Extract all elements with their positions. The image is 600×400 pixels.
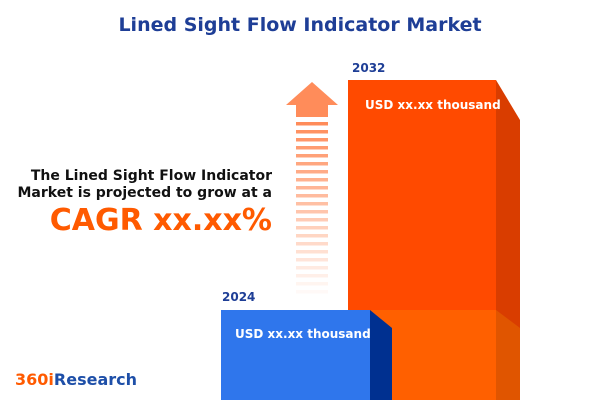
arrow-stripe xyxy=(296,234,328,238)
logo-part-research: Research xyxy=(53,370,137,389)
arrow-stripe xyxy=(296,138,328,142)
arrow-stripe xyxy=(296,290,328,294)
cagr-value: CAGR xx.xx% xyxy=(49,203,272,238)
arrow-stripe xyxy=(296,178,328,182)
value-label-2024: USD xx.xx thousand xyxy=(235,327,371,341)
arrow-stripe xyxy=(296,122,328,126)
arrow-stripe xyxy=(296,226,328,230)
arrow-stripe xyxy=(296,130,328,134)
logo: 360iResearch xyxy=(15,370,137,389)
arrow-stripe xyxy=(296,162,328,166)
category-label-2024: 2024 xyxy=(222,290,256,304)
logo-part-360i: 360i xyxy=(15,370,54,389)
bar-2024-side xyxy=(370,310,392,400)
arrow-up-icon xyxy=(286,82,338,294)
arrow-stripe xyxy=(296,250,328,254)
arrow-stripe xyxy=(296,274,328,278)
arrow-stripe xyxy=(296,242,328,246)
arrow-stripe xyxy=(296,194,328,198)
value-label-2032: USD xx.xx thousand xyxy=(365,98,501,112)
category-label-2032: 2032 xyxy=(352,61,386,75)
arrow-stripe xyxy=(296,218,328,222)
arrow-stripe xyxy=(296,258,328,262)
arrow-stripe xyxy=(296,154,328,158)
arrow-stripe xyxy=(296,282,328,286)
bar-2024 xyxy=(221,310,392,400)
cagr-description: The Lined Sight Flow Indicator Market is… xyxy=(17,168,272,201)
arrow-stripe xyxy=(296,210,328,214)
arrow-stripe xyxy=(296,170,328,174)
arrow-stripe xyxy=(296,202,328,206)
arrow-stripe xyxy=(296,186,328,190)
arrow-stripe xyxy=(296,266,328,270)
bar-2032-lower-side xyxy=(496,310,520,400)
bar-2024-front xyxy=(221,310,370,400)
arrow-stripe xyxy=(296,146,328,150)
arrow-head xyxy=(286,82,338,117)
chart-title: Lined Sight Flow Indicator Market xyxy=(118,14,482,36)
